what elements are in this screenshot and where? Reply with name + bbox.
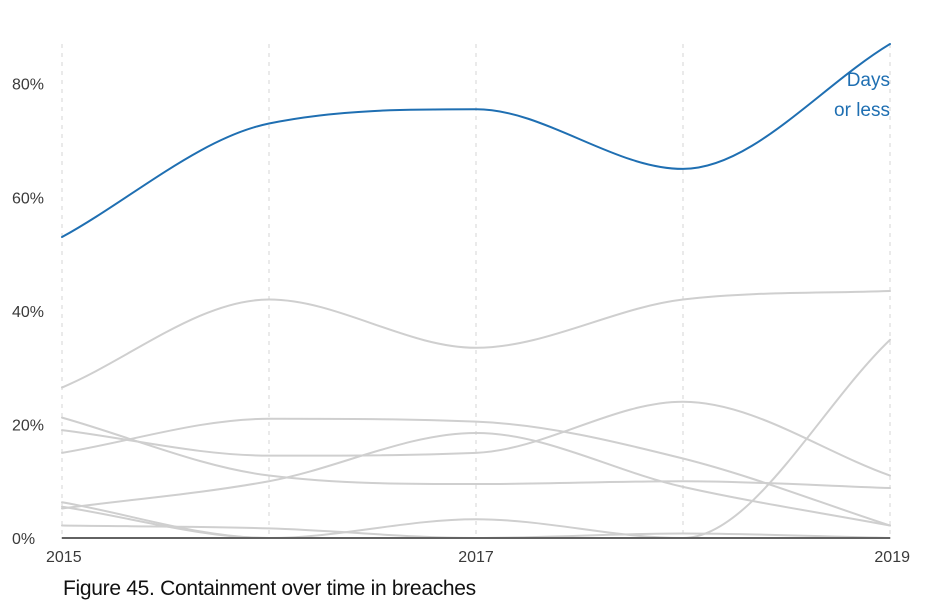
y-axis: 0% 20% 40% 60% 80% [12, 77, 44, 548]
x-tick-label: 2017 [458, 549, 494, 566]
grid-lines [61, 44, 891, 538]
line-chart: 0% 20% 40% 60% 80% 2015 2017 2019 Days or less [12, 43, 910, 566]
figure-caption: Figure 45. Containment over time in brea… [63, 577, 476, 600]
series-line-6 [61, 431, 891, 527]
series-line-1 [61, 290, 891, 389]
series-line-5 [61, 417, 891, 527]
x-axis: 2015 2017 2019 [46, 549, 910, 566]
series-label-line: Days [847, 70, 890, 91]
y-tick-label: 40% [12, 304, 44, 321]
x-tick-label: 2015 [46, 549, 82, 566]
y-tick-label: 20% [12, 417, 44, 434]
y-tick-label: 60% [12, 190, 44, 207]
series-labels: Days or less [834, 70, 890, 121]
x-tick-label: 2019 [874, 549, 910, 566]
series-line-highlight [61, 43, 891, 239]
series-line-4 [61, 400, 891, 477]
y-tick-label: 0% [12, 531, 35, 548]
series-label-line: or less [834, 100, 890, 121]
y-tick-label: 80% [12, 77, 44, 94]
series-line-3 [61, 416, 891, 490]
